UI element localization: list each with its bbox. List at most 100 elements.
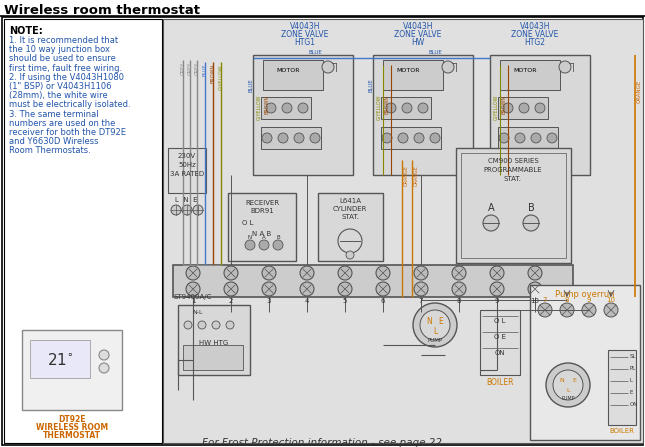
Text: E: E — [630, 391, 633, 396]
Text: G/YELLOW: G/YELLOW — [257, 95, 261, 121]
Text: 50Hz: 50Hz — [178, 162, 196, 168]
Text: L  N  E: L N E — [175, 197, 197, 203]
Circle shape — [182, 205, 192, 215]
Text: 9: 9 — [587, 297, 591, 303]
Text: N: N — [248, 235, 252, 240]
Text: Wireless room thermostat: Wireless room thermostat — [4, 4, 200, 17]
Circle shape — [414, 266, 428, 280]
Text: 7: 7 — [419, 298, 423, 304]
Text: HW HTG: HW HTG — [199, 340, 228, 346]
Bar — [456, 148, 571, 263]
Text: O L: O L — [243, 220, 253, 226]
Circle shape — [262, 266, 276, 280]
Bar — [381, 127, 441, 149]
Bar — [228, 193, 296, 261]
Bar — [183, 345, 243, 370]
Text: BLUE: BLUE — [368, 78, 373, 92]
Bar — [4, 19, 162, 443]
Text: V4043H: V4043H — [290, 22, 321, 31]
Circle shape — [282, 103, 292, 113]
Circle shape — [503, 103, 513, 113]
Text: ORANGE: ORANGE — [414, 165, 419, 186]
Text: MOTOR: MOTOR — [513, 67, 537, 72]
Text: BLUE: BLUE — [308, 50, 322, 55]
Text: BDR91: BDR91 — [250, 208, 274, 214]
Circle shape — [224, 266, 238, 280]
Text: 1. It is recommended that: 1. It is recommended that — [9, 36, 118, 45]
Text: DT92E: DT92E — [58, 415, 86, 424]
Text: GREY: GREY — [181, 62, 186, 75]
Text: BROWN: BROWN — [264, 95, 270, 114]
Circle shape — [442, 61, 454, 73]
Circle shape — [338, 266, 352, 280]
Text: O E: O E — [494, 334, 506, 340]
Text: WIRELESS ROOM: WIRELESS ROOM — [36, 423, 108, 432]
Circle shape — [300, 282, 314, 296]
Text: ORANGE: ORANGE — [637, 80, 642, 103]
Text: G/YELLOW: G/YELLOW — [219, 64, 224, 89]
Circle shape — [171, 205, 181, 215]
Text: 5: 5 — [342, 298, 347, 304]
Text: the 10 way junction box: the 10 way junction box — [9, 45, 110, 54]
Text: PL: PL — [630, 367, 636, 371]
Bar — [490, 55, 590, 175]
Circle shape — [402, 103, 412, 113]
Text: ST9400A/C: ST9400A/C — [173, 294, 212, 300]
Text: and Y6630D Wireless: and Y6630D Wireless — [9, 137, 99, 146]
Circle shape — [414, 282, 428, 296]
Text: 8: 8 — [565, 297, 570, 303]
Circle shape — [418, 103, 428, 113]
Circle shape — [535, 103, 545, 113]
Circle shape — [338, 229, 362, 253]
Circle shape — [490, 282, 504, 296]
Circle shape — [519, 103, 529, 113]
Text: 1: 1 — [191, 298, 195, 304]
Circle shape — [531, 133, 541, 143]
Circle shape — [300, 266, 314, 280]
Text: NOTE:: NOTE: — [9, 26, 43, 36]
Circle shape — [99, 350, 109, 360]
Text: RECEIVER: RECEIVER — [245, 200, 279, 206]
Text: 10: 10 — [530, 298, 539, 304]
Circle shape — [582, 303, 596, 317]
Text: ZONE VALVE: ZONE VALVE — [511, 30, 559, 39]
Circle shape — [398, 133, 408, 143]
Text: BROWN: BROWN — [502, 95, 506, 114]
Circle shape — [553, 370, 583, 400]
Circle shape — [226, 321, 234, 329]
Text: N-L: N-L — [193, 310, 203, 315]
Bar — [22, 330, 122, 410]
Text: BOILER: BOILER — [610, 428, 635, 434]
Text: L: L — [630, 379, 633, 384]
Text: BLUE: BLUE — [203, 64, 208, 76]
Text: Pump overrun: Pump overrun — [555, 290, 615, 299]
Circle shape — [483, 215, 499, 231]
Circle shape — [559, 61, 571, 73]
Text: PROGRAMMABLE: PROGRAMMABLE — [484, 167, 542, 173]
Circle shape — [273, 240, 283, 250]
Bar — [261, 127, 321, 149]
Text: CYLINDER: CYLINDER — [333, 206, 367, 212]
Text: N: N — [426, 316, 432, 325]
Bar — [383, 60, 443, 90]
Text: E: E — [572, 379, 576, 384]
Circle shape — [294, 133, 304, 143]
Circle shape — [186, 266, 200, 280]
Text: HW: HW — [412, 38, 424, 47]
Text: THERMOSTAT: THERMOSTAT — [43, 431, 101, 440]
Bar — [178, 305, 250, 375]
Text: BLUE: BLUE — [428, 50, 442, 55]
Text: B: B — [528, 203, 534, 213]
Text: 3A RATED: 3A RATED — [170, 171, 204, 177]
Text: L: L — [566, 388, 570, 392]
Text: first time, fault free wiring.: first time, fault free wiring. — [9, 63, 122, 72]
Text: 10: 10 — [606, 297, 615, 303]
Bar — [163, 19, 643, 443]
Text: O L: O L — [494, 318, 506, 324]
Text: HTG1: HTG1 — [295, 38, 315, 47]
Text: CM900 SERIES: CM900 SERIES — [488, 158, 539, 164]
Circle shape — [538, 303, 552, 317]
Circle shape — [528, 266, 542, 280]
Circle shape — [420, 310, 450, 340]
Text: 4: 4 — [305, 298, 309, 304]
